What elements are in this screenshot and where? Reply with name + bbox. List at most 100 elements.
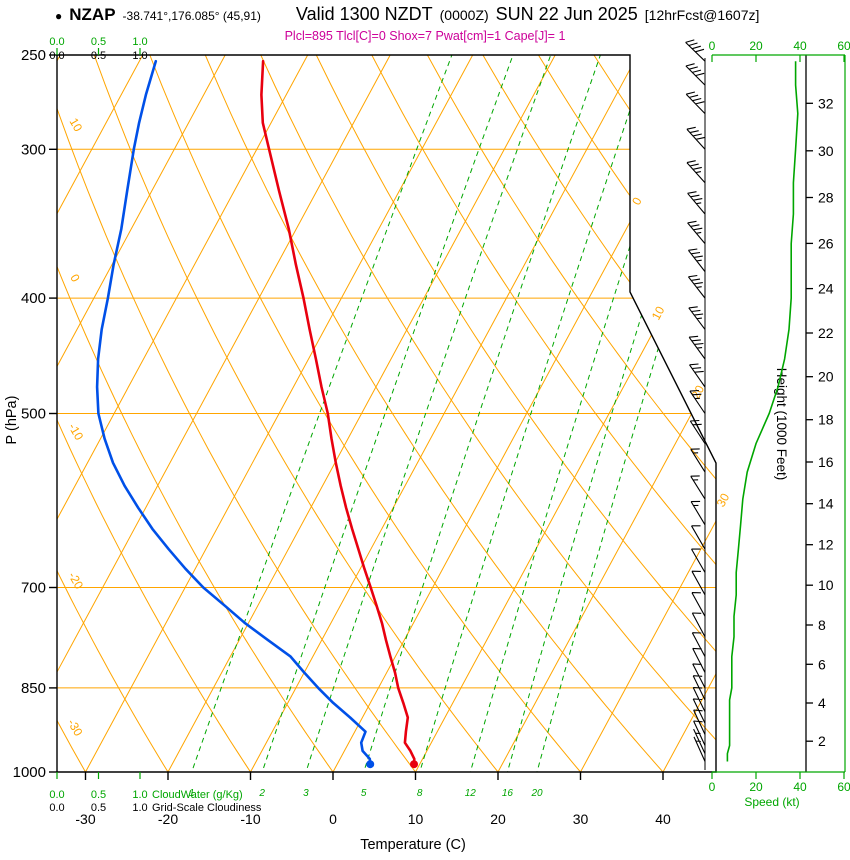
svg-text:28: 28 [818, 190, 834, 206]
svg-text:2: 2 [258, 788, 265, 799]
svg-text:20: 20 [749, 780, 763, 794]
svg-text:16: 16 [502, 788, 514, 799]
svg-text:20: 20 [818, 369, 834, 385]
temperature-axis-title: Temperature (C) [360, 837, 466, 853]
svg-text:1.0: 1.0 [132, 802, 147, 814]
temperature-tick-labels: -30 -20 -10 0 10 20 30 40 [75, 811, 671, 827]
svg-text:0.5: 0.5 [91, 789, 106, 801]
mixing-ratio-labels: 1 2 3 5 8 12 16 20 [189, 788, 543, 799]
svg-text:18: 18 [818, 412, 834, 428]
svg-text:-10: -10 [240, 811, 260, 827]
speed-axis [711, 54, 846, 779]
svg-text:1.0: 1.0 [132, 36, 147, 48]
cloudwater-scale-ticks [56, 48, 141, 779]
svg-text:16: 16 [818, 454, 834, 470]
station-name: NZAP [69, 5, 116, 24]
height-axis-title: Height (1000 Feet) [774, 368, 789, 481]
svg-text:0.5: 0.5 [91, 50, 106, 62]
svg-text:0.0: 0.0 [49, 36, 64, 48]
svg-text:300: 300 [21, 141, 46, 158]
stability-indices: Plcl=895 Tlcl[C]=0 Shox=7 Pwat[cm]=1 Cap… [284, 29, 566, 43]
svg-text:5: 5 [361, 788, 367, 799]
cloudwater-scale-labels: 0.0 0.5 1.0 0.0 0.5 1.0 [49, 36, 147, 801]
forecast-tag: [12hrFcst@1607z] [644, 7, 760, 23]
svg-text:12: 12 [465, 788, 477, 799]
svg-text:10: 10 [649, 304, 668, 323]
pressure-tick-labels: 250 300 400 500 700 850 1000 [13, 47, 46, 781]
svg-text:-20: -20 [158, 811, 178, 827]
svg-text:4: 4 [818, 695, 826, 711]
cloudwater-axis-title: CloudWater (g/Kg) [152, 789, 243, 801]
chart-header: ● NZAP -38.741°,176.085° (45,91) Valid 1… [55, 4, 759, 25]
svg-text:1.0: 1.0 [132, 789, 147, 801]
cloudiness-axis-title: Grid-Scale Cloudiness [152, 802, 262, 814]
speed-axis-title: Speed (kt) [744, 795, 799, 809]
svg-text:10: 10 [66, 116, 85, 135]
svg-text:30: 30 [818, 143, 834, 159]
pressure-axis-ticks [49, 54, 57, 773]
svg-text:12: 12 [818, 537, 834, 553]
svg-text:6: 6 [818, 656, 826, 672]
isotherm-adiabat-grid [57, 55, 716, 772]
dewpoint-curve [95, 59, 372, 766]
svg-text:1: 1 [189, 788, 195, 799]
svg-text:850: 850 [21, 680, 46, 697]
svg-text:60: 60 [837, 780, 850, 794]
svg-text:-30: -30 [65, 716, 86, 738]
svg-text:-20: -20 [65, 569, 86, 591]
svg-text:10: 10 [818, 577, 834, 593]
svg-text:0.5: 0.5 [91, 36, 106, 48]
svg-text:700: 700 [21, 580, 46, 597]
valid-time: Valid 1300 NZDT [295, 4, 433, 24]
svg-text:0: 0 [709, 39, 716, 53]
svg-text:30: 30 [573, 811, 589, 827]
svg-text:0.5: 0.5 [91, 802, 106, 814]
surface-dewpoint-dot [366, 760, 375, 769]
svg-text:1.0: 1.0 [132, 50, 147, 62]
svg-text:40: 40 [655, 811, 671, 827]
station-bullet-icon: ● [55, 9, 63, 23]
svg-text:40: 40 [793, 780, 807, 794]
svg-text:500: 500 [21, 406, 46, 423]
svg-text:0.0: 0.0 [49, 50, 64, 62]
svg-text:40: 40 [793, 39, 807, 53]
svg-text:-10: -10 [65, 421, 86, 443]
svg-text:0: 0 [709, 780, 716, 794]
svg-text:22: 22 [818, 325, 834, 341]
svg-text:26: 26 [818, 235, 834, 251]
svg-text:250: 250 [21, 47, 46, 64]
height-axis [805, 55, 813, 772]
temperature-curve [260, 59, 416, 766]
wind-barbs [685, 39, 706, 762]
svg-text:20: 20 [530, 788, 543, 799]
svg-text:0: 0 [67, 272, 83, 285]
svg-text:10: 10 [408, 811, 424, 827]
svg-text:-30: -30 [75, 811, 95, 827]
wind-speed-curve [726, 61, 799, 762]
valid-utc: (0000Z) [439, 7, 489, 23]
mixing-ratio-lines [180, 55, 716, 772]
svg-text:0.0: 0.0 [49, 802, 64, 814]
svg-text:400: 400 [21, 290, 46, 307]
svg-text:0: 0 [329, 811, 337, 827]
svg-text:32: 32 [818, 95, 834, 111]
svg-text:0.0: 0.0 [49, 789, 64, 801]
cloudiness-scale-labels: 0.0 0.5 1.0 0.0 0.5 1.0 [49, 50, 147, 814]
svg-text:3: 3 [303, 788, 309, 799]
svg-text:8: 8 [818, 617, 826, 633]
svg-text:14: 14 [818, 496, 834, 512]
station-coords: -38.741°,176.085° (45,91) [122, 9, 261, 23]
svg-text:30: 30 [714, 491, 733, 510]
valid-date: SUN 22 Jun 2025 [495, 4, 638, 24]
svg-text:0: 0 [629, 195, 645, 208]
svg-text:2: 2 [818, 733, 826, 749]
svg-text:20: 20 [490, 811, 506, 827]
svg-text:1000: 1000 [13, 764, 46, 781]
svg-text:8: 8 [417, 788, 423, 799]
temperature-axis-ticks [84, 772, 664, 780]
surface-temperature-dot [410, 760, 418, 769]
speed-tick-labels: 0 20 40 60 0 20 40 60 [709, 39, 850, 794]
